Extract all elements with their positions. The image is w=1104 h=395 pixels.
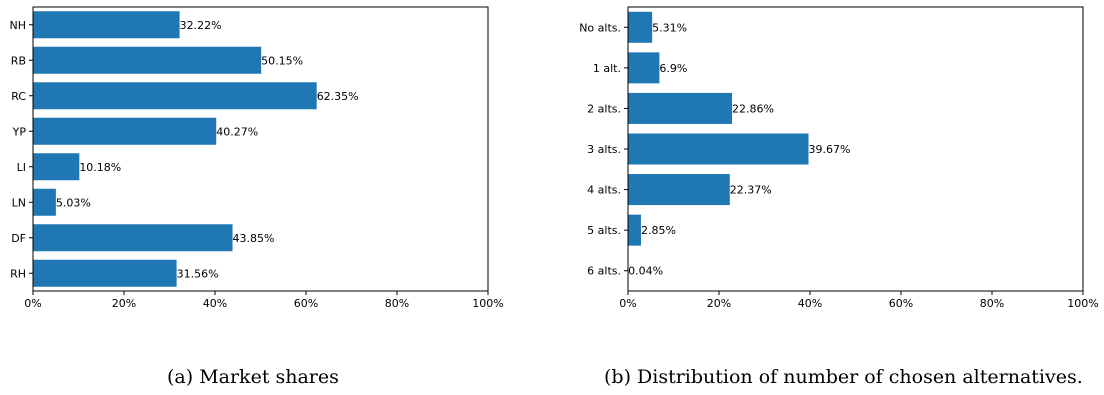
- bar-value-label: 40.27%: [216, 125, 258, 138]
- y-tick-label: DF: [11, 232, 26, 245]
- bar: [33, 259, 177, 287]
- bar: [628, 174, 730, 206]
- plot-frame: [32, 6, 489, 292]
- bar: [33, 188, 56, 216]
- bar: [33, 82, 317, 110]
- x-tick-label: 80%: [980, 297, 1004, 310]
- bar: [628, 52, 660, 84]
- bar-value-label: 10.18%: [79, 161, 121, 174]
- y-tick-label: No alts.: [579, 21, 621, 34]
- bar-value-label: 32.22%: [180, 19, 222, 32]
- caption-alternatives-distribution: (b) Distribution of number of chosen alt…: [604, 366, 1083, 388]
- x-tick-label: 60%: [889, 297, 913, 310]
- bar-value-label: 5.03%: [56, 196, 91, 209]
- y-tick-label: LI: [17, 161, 26, 174]
- bar: [33, 11, 180, 39]
- y-tick-label: 4 alts.: [587, 184, 621, 197]
- x-tick-label: 60%: [294, 297, 318, 310]
- bar: [33, 117, 217, 145]
- alternatives-distribution-chart: No alts. 5.31% 1 alt. 6.9% 2 alts. 22.86% 3 al…: [579, 6, 1099, 310]
- bar: [628, 214, 641, 246]
- y-tick-label: 3 alts.: [587, 143, 621, 156]
- x-tick-label: 20%: [112, 297, 136, 310]
- bar: [628, 11, 653, 43]
- y-tick-label: 2 alts.: [587, 102, 621, 115]
- y-tick-label: YP: [12, 125, 27, 138]
- bar-value-label: 2.85%: [641, 224, 676, 237]
- bar: [628, 92, 733, 124]
- bar: [628, 133, 809, 165]
- bar-value-label: 50.15%: [261, 54, 303, 67]
- x-tick-label: 100%: [472, 297, 503, 310]
- y-tick-label: 1 alt.: [593, 62, 621, 75]
- y-tick-label: LN: [12, 196, 26, 209]
- y-tick-label: RH: [10, 267, 26, 280]
- caption-market-shares: (a) Market shares: [167, 366, 339, 388]
- x-tick-label: 80%: [385, 297, 409, 310]
- bar-value-label: 22.86%: [732, 102, 774, 115]
- x-tick-label: 40%: [798, 297, 822, 310]
- y-tick-label: NH: [10, 19, 27, 32]
- y-tick-label: 5 alts.: [587, 224, 621, 237]
- bar-value-label: 62.35%: [317, 90, 359, 103]
- bar: [33, 46, 262, 74]
- bar-value-label: 39.67%: [808, 143, 850, 156]
- bar-value-label: 6.9%: [659, 62, 687, 75]
- y-tick-label: 6 alts.: [587, 265, 621, 278]
- y-tick-label: RC: [11, 90, 26, 103]
- market-shares-chart: NH 32.22% RB 50.15% RC 62.35% YP 40.27% LI 10.18%…: [10, 6, 504, 310]
- x-tick-label: 100%: [1067, 297, 1098, 310]
- x-tick-label: 0%: [619, 297, 636, 310]
- bar-value-label: 43.85%: [233, 232, 275, 245]
- plot-frame: [627, 6, 1084, 292]
- bar-value-label: 5.31%: [652, 21, 687, 34]
- bar-value-label: 0.04%: [628, 265, 663, 278]
- bar-value-label: 22.37%: [730, 184, 772, 197]
- y-tick-label: RB: [11, 54, 26, 67]
- bar: [33, 224, 233, 252]
- x-tick-label: 0%: [24, 297, 41, 310]
- x-tick-label: 40%: [203, 297, 227, 310]
- bar-value-label: 31.56%: [177, 267, 219, 280]
- bar: [33, 153, 80, 181]
- x-tick-label: 20%: [707, 297, 731, 310]
